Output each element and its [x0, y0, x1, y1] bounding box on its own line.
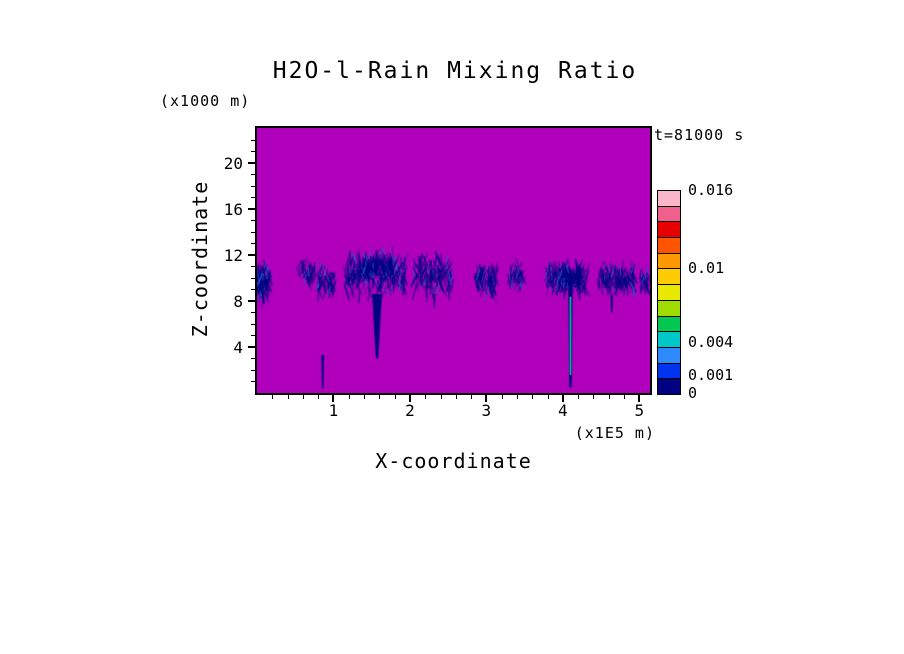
- colorbar-segment: [658, 253, 680, 270]
- x-tick-label: 3: [481, 401, 492, 420]
- colorbar-segment: [658, 347, 680, 364]
- tick-mark: [348, 395, 350, 399]
- tick-mark: [394, 395, 396, 399]
- tick-mark: [302, 395, 304, 399]
- colorbar-segment: [658, 222, 680, 239]
- tick-mark: [440, 395, 442, 399]
- tick-mark: [485, 395, 487, 399]
- tick-mark: [332, 395, 334, 399]
- heatmap-canvas: [257, 128, 650, 393]
- colorbar-segment: [658, 332, 680, 348]
- tick-mark: [409, 395, 411, 399]
- colorbar-segment: [658, 285, 680, 301]
- tick-mark: [271, 395, 273, 399]
- tick-mark: [317, 395, 319, 399]
- tick-mark: [485, 395, 487, 402]
- colorbar-segment: [658, 379, 680, 394]
- colorbar-segment: [658, 300, 680, 317]
- tick-mark: [287, 395, 289, 399]
- x-axis-title: X-coordinate: [375, 449, 532, 473]
- y-axis-unit-label: (x1000 m): [160, 92, 251, 110]
- y-axis-title: Z-coordinate: [188, 180, 212, 338]
- colorbar-tick-label: 0.004: [688, 333, 734, 352]
- tick-mark: [248, 346, 255, 348]
- tick-mark: [470, 395, 472, 399]
- plot-frame: [255, 126, 652, 395]
- tick-mark: [562, 395, 564, 399]
- tick-mark: [638, 395, 640, 402]
- tick-mark: [378, 395, 380, 399]
- tick-mark: [409, 395, 411, 402]
- tick-mark: [455, 395, 457, 399]
- colorbar-segment: [658, 269, 680, 286]
- tick-mark: [424, 395, 426, 399]
- x-tick-label: 4: [558, 401, 568, 420]
- tick-mark: [363, 395, 365, 399]
- tick-mark: [547, 395, 549, 399]
- colorbar-segment: [658, 191, 680, 207]
- colorbar-tick-label: 0.016: [688, 181, 734, 199]
- x-tick-label: 5: [634, 401, 645, 420]
- tick-mark: [577, 395, 579, 399]
- y-tick-label: 4: [233, 337, 243, 357]
- tick-mark: [608, 395, 610, 399]
- tick-mark: [592, 395, 594, 399]
- colorbar-tick-label: 0: [688, 384, 698, 402]
- tick-mark: [562, 395, 564, 402]
- colorbar-segment: [658, 238, 680, 254]
- tick-mark: [638, 395, 640, 399]
- time-annotation: t=81000 s: [654, 126, 745, 144]
- tick-mark: [501, 395, 503, 399]
- x-tick-label: 1: [328, 401, 339, 420]
- tick-mark: [332, 395, 334, 402]
- colorbar: [657, 190, 681, 395]
- y-tick-label: 20: [223, 153, 243, 173]
- colorbar-tick-label: 0.001: [688, 365, 734, 384]
- tick-mark: [248, 300, 255, 302]
- colorbar-tick-label: 0.01: [688, 259, 725, 278]
- colorbar-segment: [658, 316, 680, 333]
- tick-mark: [623, 395, 625, 399]
- tick-mark: [248, 162, 255, 164]
- tick-mark: [531, 395, 533, 399]
- tick-mark: [248, 254, 255, 256]
- x-tick-label: 2: [405, 401, 415, 420]
- tick-mark: [248, 208, 255, 210]
- colorbar-segment: [658, 363, 680, 380]
- colorbar-segment: [658, 206, 680, 223]
- x-axis-unit-label: (x1E5 m): [574, 424, 655, 442]
- chart-title: H2O-l-Rain Mixing Ratio: [272, 58, 638, 84]
- tick-mark: [516, 395, 518, 399]
